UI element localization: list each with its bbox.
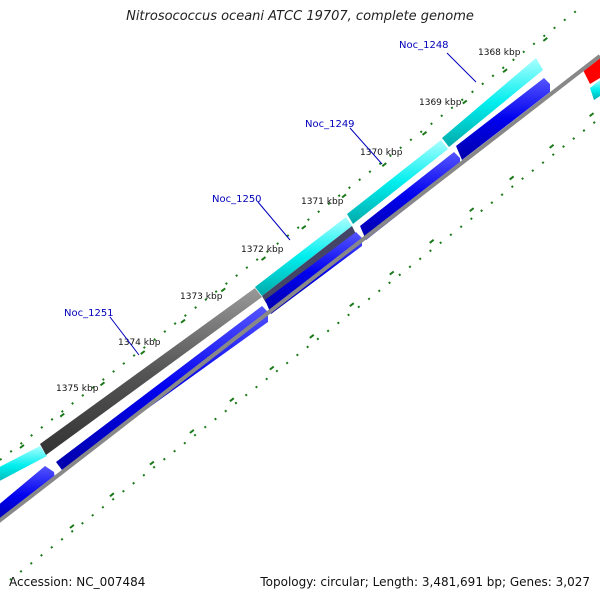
genome-backbone <box>0 54 600 523</box>
map-title: Nitrosococcus oceani ATCC 19707, complet… <box>126 9 474 24</box>
gene-label-noc-1248[interactable]: Noc_1248 <box>399 40 449 51</box>
gene-labels: Noc_1248 Noc_1249 Noc_1250 Noc_1251 <box>64 40 449 319</box>
major-ticks <box>19 27 600 529</box>
kbp-label: 1373 kbp <box>180 292 223 302</box>
feature-noc-1249[interactable] <box>347 140 448 224</box>
feature-blue-5[interactable] <box>456 78 550 160</box>
feature-noc-1250[interactable] <box>255 217 352 296</box>
feature-overlap <box>262 226 356 303</box>
kbp-label: 1370 kbp <box>360 148 403 158</box>
outer-ticks <box>0 7 600 581</box>
accession-value: NC_007484 <box>76 575 146 589</box>
reverse-strand-track <box>0 78 550 526</box>
accession-info: Accession: NC_007484 <box>9 575 145 589</box>
forward-strand-track <box>0 58 600 486</box>
kbp-label: 1368 kbp <box>478 48 521 58</box>
accession-label: Accession: <box>9 575 73 589</box>
feature-noc-1252[interactable] <box>0 446 47 486</box>
kbp-label: 1369 kbp <box>419 98 462 108</box>
kbp-label: 1375 kbp <box>56 384 99 394</box>
genome-stats: Topology: circular; Length: 3,481,691 bp… <box>260 575 590 589</box>
feature-red[interactable] <box>583 58 600 84</box>
gene-label-noc-1251[interactable]: Noc_1251 <box>64 308 114 319</box>
kbp-label: 1372 kbp <box>241 245 284 255</box>
kbp-label: 1374 kbp <box>118 338 161 348</box>
feature-blue-3[interactable] <box>265 232 362 314</box>
feature-noc-1251[interactable] <box>40 288 262 455</box>
gene-label-noc-1250[interactable]: Noc_1250 <box>212 194 262 205</box>
kbp-label: 1371 kbp <box>301 197 344 207</box>
gene-leaders <box>109 52 477 356</box>
feature-blue-2[interactable] <box>56 306 268 470</box>
gene-label-noc-1249[interactable]: Noc_1249 <box>305 119 355 130</box>
feature-edge-right[interactable] <box>590 80 600 100</box>
feature-blue-1[interactable] <box>0 466 55 526</box>
feature-noc-1248[interactable] <box>442 58 543 147</box>
feature-blue-4[interactable] <box>360 152 460 240</box>
kbp-labels: 1368 kbp 1369 kbp 1370 kbp 1371 kbp 1372… <box>56 48 521 394</box>
